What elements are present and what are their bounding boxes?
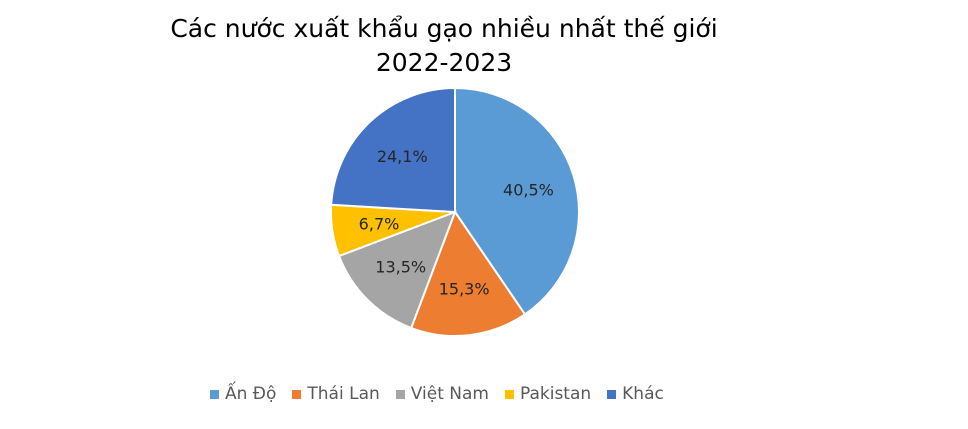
- legend-item-2: Thái Lan: [292, 384, 380, 404]
- legend-swatch: [395, 389, 405, 399]
- chart-legend: Ấn Độ Thái Lan Việt Nam Pakistan Khác: [210, 384, 664, 404]
- legend-swatch: [607, 389, 617, 399]
- legend-item-3: Việt Nam: [395, 384, 489, 404]
- legend-label: Khác: [622, 384, 664, 404]
- chart-title-line-2: 2022-2023: [375, 48, 513, 77]
- legend-item-5: Khác: [607, 384, 664, 404]
- legend-item-4: Pakistan: [504, 384, 592, 404]
- legend-label: Pakistan: [519, 384, 592, 404]
- pie-slice-3: [337, 210, 457, 330]
- pie-data-label-5: 24,1%: [377, 147, 428, 166]
- pie-data-label-3: 13,5%: [375, 257, 426, 276]
- legend-label: Việt Nam: [410, 384, 489, 404]
- legend-label: Thái Lan: [307, 384, 380, 404]
- legend-swatch: [292, 389, 302, 399]
- legend-swatch: [504, 389, 514, 399]
- legend-item-1: Ấn Độ: [210, 384, 276, 404]
- pie-slice-1: [454, 86, 580, 316]
- pie-slice-2: [409, 209, 527, 337]
- pie-data-label-2: 15,3%: [439, 279, 490, 298]
- legend-swatch: [210, 389, 219, 399]
- legend-label: Ấn Độ: [225, 384, 277, 404]
- pie-slice-5: [330, 86, 456, 214]
- chart-title-line-1: Các nước xuất khẩu gạo nhiều nhất thế gi…: [170, 14, 718, 43]
- pie-data-label-4: 6,7%: [359, 215, 400, 234]
- chart-title: Các nước xuất khẩu gạo nhiều nhất thế gi…: [0, 12, 888, 80]
- pie-data-label-1: 40,5%: [503, 180, 554, 199]
